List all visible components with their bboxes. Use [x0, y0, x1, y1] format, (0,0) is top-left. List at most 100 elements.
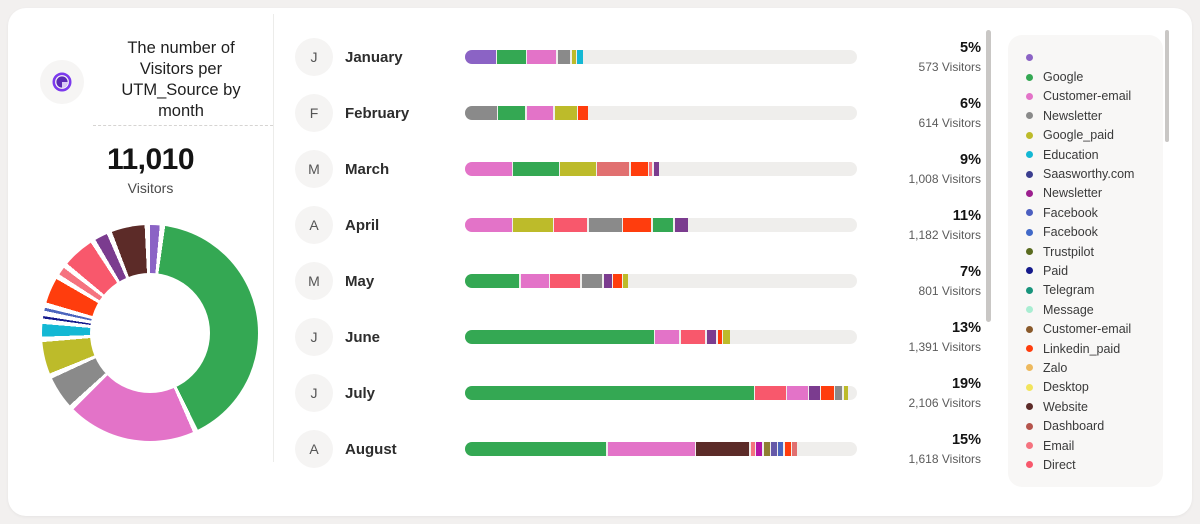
bar-segment[interactable] [560, 162, 596, 176]
month-stats: 11% 1,182 Visitors [869, 208, 982, 242]
legend-item[interactable]: Education [1026, 145, 1163, 164]
bar-segment[interactable] [623, 274, 628, 288]
legend-item[interactable]: Linkedin_paid [1026, 339, 1163, 358]
bar-segment[interactable] [652, 218, 674, 232]
legend-dot-icon [1026, 422, 1033, 430]
bar-segment[interactable] [763, 442, 770, 456]
bar-segment[interactable] [784, 442, 791, 456]
bar-segment[interactable] [527, 50, 557, 64]
bar-segment[interactable] [835, 386, 843, 400]
legend-item[interactable]: Facebook [1026, 203, 1163, 222]
bar-segment[interactable] [649, 162, 653, 176]
bar-segment[interactable] [465, 218, 512, 232]
legend-item[interactable]: Google [1026, 67, 1163, 86]
bar-segment[interactable] [653, 162, 659, 176]
bar-segment[interactable] [603, 274, 612, 288]
legend-dot-icon [1026, 189, 1033, 197]
bar-segment[interactable] [771, 442, 777, 456]
bar-segment[interactable] [554, 106, 577, 120]
bar-segment[interactable] [723, 330, 730, 344]
legend-item[interactable]: Desktop [1026, 378, 1163, 397]
bar-segment[interactable] [750, 442, 755, 456]
legend-item[interactable]: Email [1026, 436, 1163, 455]
legend-item[interactable]: Google_paid [1026, 126, 1163, 145]
bar-segment[interactable] [550, 274, 581, 288]
legend-item[interactable]: Message [1026, 300, 1163, 319]
bar-segment[interactable] [465, 50, 496, 64]
bar-segment[interactable] [588, 218, 622, 232]
month-stats: 13% 1,391 Visitors [869, 320, 982, 354]
legend-item[interactable] [1026, 48, 1163, 67]
bar-segment[interactable] [809, 386, 820, 400]
bar-segment[interactable] [465, 386, 754, 400]
bar-segment[interactable] [520, 274, 549, 288]
bar-segment[interactable] [597, 162, 630, 176]
bar-segment[interactable] [696, 442, 750, 456]
legend-item[interactable]: Facebook [1026, 223, 1163, 242]
bar-segment[interactable] [465, 442, 607, 456]
legend-item[interactable]: Paid [1026, 261, 1163, 280]
months-scrollbar[interactable] [986, 30, 991, 322]
bar-segment[interactable] [843, 386, 849, 400]
legend-item[interactable]: Trustpilot [1026, 242, 1163, 261]
month-label: January [345, 48, 403, 66]
bar-segment[interactable] [557, 50, 571, 64]
bar-segment[interactable] [465, 106, 497, 120]
bar-segment[interactable] [571, 50, 576, 64]
dashed-divider [93, 125, 273, 126]
month-row: M May 7% 801 Visitors [295, 253, 981, 309]
bar-segment[interactable] [465, 274, 520, 288]
bar-segment[interactable] [655, 330, 680, 344]
legend-item[interactable]: Website [1026, 397, 1163, 416]
bar-segment[interactable] [465, 330, 654, 344]
legend-item[interactable]: Dashboard [1026, 416, 1163, 435]
legend-item[interactable]: Telegram [1026, 281, 1163, 300]
month-stats: 9% 1,008 Visitors [869, 152, 982, 186]
utm-source-donut-chart[interactable] [42, 225, 258, 441]
legend-dot-icon [1026, 306, 1033, 314]
legend-item[interactable]: Saasworthy.com [1026, 164, 1163, 183]
bar-segment[interactable] [578, 106, 589, 120]
month-bar-track [465, 442, 857, 456]
month-stats: 19% 2,106 Visitors [869, 376, 982, 410]
bar-segment[interactable] [630, 162, 648, 176]
legend-item[interactable]: Direct [1026, 455, 1163, 474]
bar-segment[interactable] [755, 386, 786, 400]
bar-segment[interactable] [623, 218, 652, 232]
bar-segment[interactable] [581, 274, 603, 288]
bar-segment[interactable] [513, 218, 553, 232]
bar-segment[interactable] [513, 162, 559, 176]
month-bar-track [465, 106, 857, 120]
bar-segment[interactable] [497, 50, 526, 64]
legend-item[interactable]: Zalo [1026, 358, 1163, 377]
month-bar-track [465, 274, 857, 288]
bar-segment[interactable] [756, 442, 763, 456]
month-avatar: J [295, 374, 333, 412]
bar-segment[interactable] [613, 274, 622, 288]
legend-scrollbar[interactable] [1165, 30, 1169, 142]
bar-segment[interactable] [717, 330, 722, 344]
bar-segment[interactable] [607, 442, 695, 456]
bar-segment[interactable] [498, 106, 526, 120]
month-visitors: 801 Visitors [918, 284, 981, 298]
month-visitors: 614 Visitors [918, 116, 981, 130]
bar-segment[interactable] [787, 386, 808, 400]
month-stats: 15% 1,618 Visitors [869, 432, 982, 466]
legend-dot-icon [1026, 209, 1033, 217]
bar-segment[interactable] [680, 330, 706, 344]
bar-segment[interactable] [778, 442, 784, 456]
month-bar-track [465, 330, 857, 344]
bar-segment[interactable] [792, 442, 797, 456]
bar-segment[interactable] [674, 218, 689, 232]
legend-item[interactable]: Newsletter [1026, 106, 1163, 125]
legend-item[interactable]: Customer-email [1026, 319, 1163, 338]
bar-segment[interactable] [526, 106, 554, 120]
bar-segment[interactable] [821, 386, 834, 400]
bar-segment[interactable] [706, 330, 717, 344]
bar-segment[interactable] [577, 50, 583, 64]
legend-item[interactable]: Newsletter [1026, 184, 1163, 203]
bar-segment[interactable] [465, 162, 512, 176]
legend-item[interactable]: Customer-email [1026, 87, 1163, 106]
bar-segment[interactable] [554, 218, 588, 232]
month-stats: 6% 614 Visitors [869, 96, 981, 130]
